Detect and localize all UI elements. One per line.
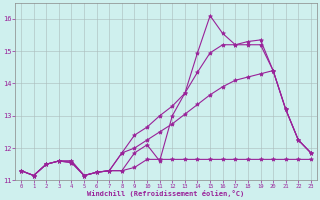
X-axis label: Windchill (Refroidissement éolien,°C): Windchill (Refroidissement éolien,°C) <box>87 190 244 197</box>
